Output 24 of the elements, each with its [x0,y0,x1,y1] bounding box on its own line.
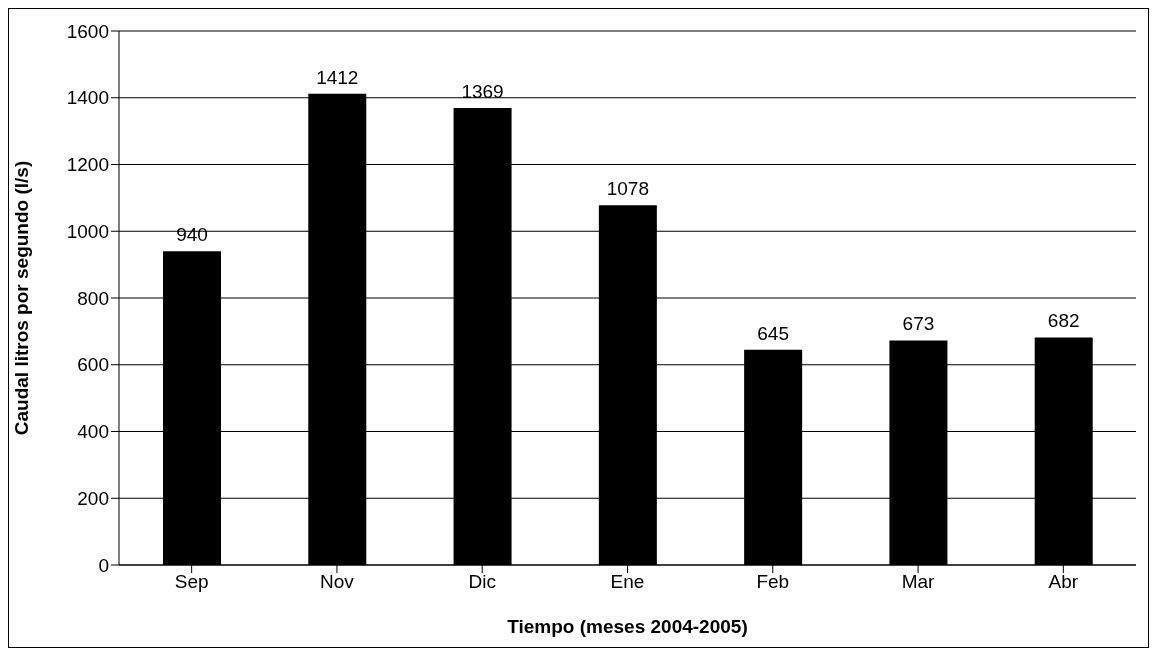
x-tick-label: Nov [320,571,355,593]
x-tick-label: Feb [756,571,790,593]
y-tick-label: 600 [77,354,109,376]
x-tick-label: Dic [468,571,496,593]
x-tick-label: Sep [174,571,209,593]
data-label: 1412 [316,66,359,88]
y-tick-label: 400 [77,421,109,443]
x-tick-label: Mar [901,571,936,593]
data-label: 1078 [606,178,649,200]
y-tick-label: 1200 [66,154,109,176]
y-tick-label: 1600 [66,20,109,42]
data-label: 682 [1047,310,1080,332]
data-label: 673 [902,313,935,335]
y-tick-label: 1400 [66,87,109,109]
y-tick-label: 800 [77,287,109,309]
y-tick-label: 0 [98,554,109,576]
x-tick-label: Abr [1048,571,1079,593]
data-label: 645 [757,322,789,344]
x-tick-label: Ene [610,571,645,593]
data-label: 1369 [461,81,504,103]
y-axis-title: Caudal litros por segundo (l/s) [10,160,32,436]
y-tick-label: 1000 [66,220,109,242]
y-tick-label: 200 [77,487,109,509]
x-axis-title: Tiempo (meses 2004-2005) [507,616,748,637]
